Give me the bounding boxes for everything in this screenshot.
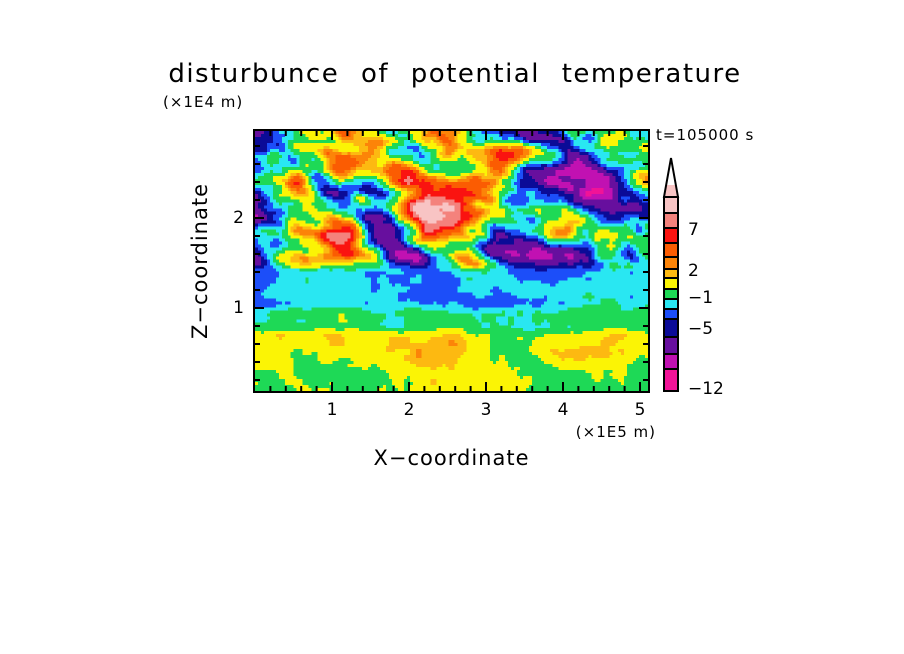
z-tick-label: 2	[233, 208, 244, 228]
colorbar-segment-red	[663, 227, 679, 244]
x-tick-label: 5	[634, 400, 646, 420]
x-tick-label: 4	[557, 400, 569, 420]
colorbar-segment-navy	[663, 318, 679, 338]
colorbar-value-label: −1	[688, 288, 714, 308]
colorbar-segment-blue	[663, 308, 679, 320]
colorbar-segment-purple	[663, 336, 679, 355]
colorbar-segment-salmon	[663, 212, 679, 229]
colorbar-value-label: −12	[688, 379, 724, 399]
colorbar-arrow	[664, 185, 678, 197]
colorbar-segment-gold	[663, 268, 679, 279]
colorbar-segment-cyan	[663, 298, 679, 310]
colorbar	[662, 157, 680, 392]
colorbar-segment-yellow	[663, 277, 679, 290]
z-axis-unit-label: (×1E4 m)	[163, 93, 244, 111]
x-tick-label: 3	[480, 400, 492, 420]
colorbar-value-label: −5	[688, 319, 714, 339]
colorbar-segment-orange-red	[663, 242, 679, 258]
plot-area	[253, 129, 650, 393]
time-annotation: t=105000 s	[656, 126, 755, 144]
x-axis-title: X−coordinate	[373, 446, 530, 470]
heatmap-canvas	[255, 131, 648, 391]
x-axis-unit-label: (×1E5 m)	[575, 423, 656, 441]
x-tick-label: 1	[326, 400, 338, 420]
colorbar-segment-green	[663, 288, 679, 300]
colorbar-value-label: 2	[688, 261, 699, 281]
chart-title: disturbunce of potential temperature	[168, 59, 742, 89]
colorbar-segment-light-pink	[663, 196, 679, 214]
x-tick-label: 2	[403, 400, 415, 420]
colorbar-value-label: 7	[688, 220, 699, 240]
z-tick-label: 1	[233, 298, 244, 318]
colorbar-segment-orange	[663, 256, 679, 270]
z-axis-title: Z−coordinate	[188, 183, 212, 339]
colorbar-segment-deep-pink	[663, 368, 679, 392]
colorbar-segment-magenta	[663, 353, 679, 370]
